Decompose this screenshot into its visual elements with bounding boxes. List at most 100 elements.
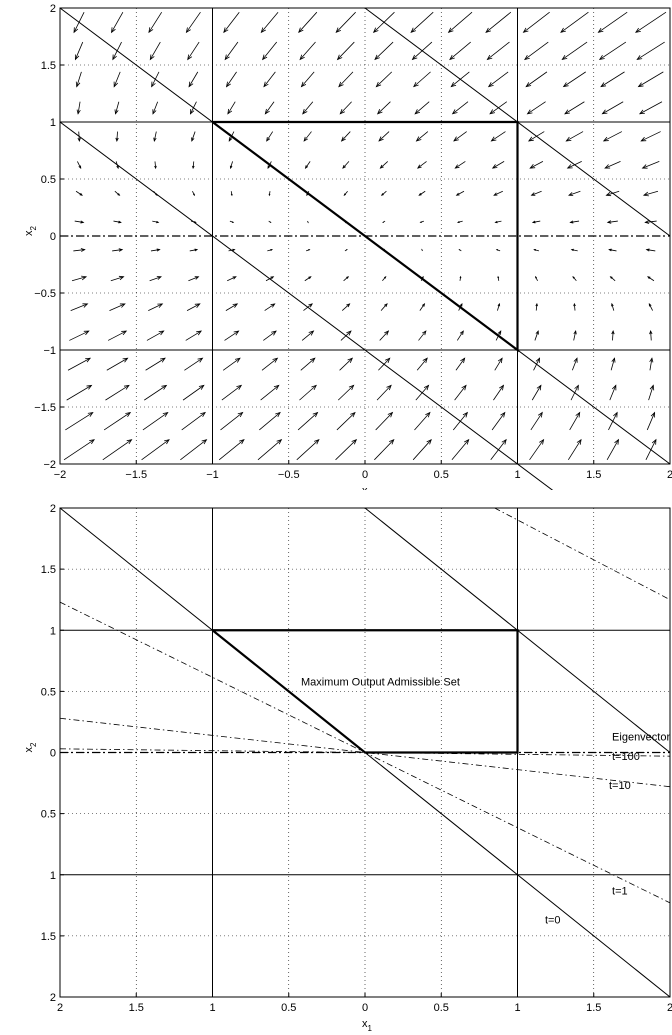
field-arrow — [611, 330, 615, 341]
field-arrow — [107, 330, 128, 341]
field-arrow — [609, 276, 616, 282]
x-tick-label: 0.5 — [434, 469, 449, 481]
field-arrow — [264, 101, 275, 115]
field-arrow — [458, 249, 462, 252]
field-arrow — [302, 101, 314, 115]
field-arrow — [533, 248, 540, 252]
field-arrow — [379, 161, 389, 169]
field-arrow — [339, 101, 352, 115]
field-arrow — [568, 190, 581, 196]
phase-portrait-chart: −2 −1.5 −1 −0.5 0 0.5 1 1.5 2 −2 −1.5 −1 −0.5 0 0.5 1 1.… — [23, 3, 672, 490]
y-axis-label-main: x — [23, 230, 35, 236]
x-tick-label: −2 — [54, 469, 67, 481]
field-arrow — [600, 71, 625, 88]
field-arrow — [336, 411, 356, 431]
field-arrow — [268, 220, 272, 223]
field-arrow — [296, 439, 320, 461]
field-arrow — [304, 276, 312, 282]
field-arrow — [598, 41, 627, 61]
field-arrow — [113, 220, 122, 224]
field-arrow — [611, 302, 615, 311]
x-tick-label: 0.5 — [281, 1002, 296, 1014]
field-arrow — [106, 357, 129, 371]
x-tick-label: 1 — [209, 1002, 215, 1014]
field-arrow — [303, 131, 312, 142]
field-arrow — [573, 330, 577, 341]
field-arrow — [77, 161, 82, 170]
field-arrow — [418, 330, 427, 341]
field-arrow — [115, 131, 119, 142]
field-arrow — [148, 303, 164, 311]
t10-label: t=10 — [609, 780, 631, 792]
field-arrow — [495, 249, 501, 252]
y-axis-label-sub: 2 — [29, 742, 38, 747]
x-tick-label: 0 — [362, 1002, 368, 1014]
field-arrow — [602, 131, 623, 142]
x-axis-label-main: x — [362, 1018, 368, 1030]
field-arrow — [416, 357, 428, 371]
x-tick-label: 1 — [514, 1002, 520, 1014]
field-arrow — [490, 131, 506, 142]
field-arrow — [340, 131, 351, 142]
field-arrow — [73, 248, 86, 252]
field-arrow — [636, 41, 665, 61]
field-arrow — [224, 330, 240, 341]
field-arrow — [227, 276, 237, 282]
field-arrow — [148, 11, 163, 34]
field-arrow — [103, 411, 132, 431]
x-axis-label: x1 — [362, 485, 373, 490]
field-arrow — [186, 303, 201, 311]
field-arrow — [454, 384, 467, 401]
field-arrow — [378, 131, 390, 142]
field-arrow — [454, 161, 466, 169]
field-arrow — [299, 41, 316, 61]
field-arrow — [570, 248, 578, 252]
t100-label: t=100 — [612, 751, 640, 763]
field-arrow — [114, 101, 120, 115]
y-tick-label: 0 — [50, 748, 56, 760]
y-tick-label: 2 — [50, 3, 56, 15]
field-arrow — [150, 248, 161, 252]
x-tick-label: 1.5 — [586, 1002, 601, 1014]
field-arrow — [67, 357, 92, 371]
field-arrow — [264, 303, 276, 311]
y-tick-label: 2 — [50, 503, 56, 515]
field-arrow — [606, 220, 618, 224]
field-arrow — [185, 330, 203, 341]
field-arrow — [562, 71, 586, 88]
field-arrow — [447, 11, 473, 33]
tick-labels: −2 −1.5 −1 −0.5 0 0.5 1 1.5 2 −2 −1.5 −1 −0.5 0 0.5 1 1.… — [34, 3, 672, 481]
field-arrow — [300, 71, 315, 88]
field-arrow — [379, 330, 390, 341]
field-arrow — [152, 220, 160, 224]
y-axis-label: x2 — [23, 742, 38, 753]
field-arrow — [635, 11, 667, 33]
field-arrow — [220, 411, 244, 431]
field-arrow — [573, 302, 576, 311]
field-arrow — [497, 275, 500, 281]
field-arrow — [413, 71, 431, 88]
y-axis-label: x2 — [23, 226, 38, 237]
field-arrow — [382, 275, 387, 282]
field-arrow — [649, 330, 653, 341]
field-arrow — [646, 411, 656, 431]
field-arrow — [149, 41, 161, 61]
field-arrow — [343, 190, 348, 197]
x-tick-label: −1 — [206, 469, 219, 481]
y-tick-label: 0.5 — [41, 686, 56, 698]
y-tick-label: −0.5 — [34, 288, 56, 300]
field-arrow — [375, 71, 393, 88]
x-tick-label: 2 — [57, 1002, 63, 1014]
field-arrow — [455, 190, 465, 196]
field-arrow — [297, 411, 319, 431]
field-arrow — [102, 439, 133, 461]
field-arrow — [410, 11, 434, 33]
field-arrow — [114, 190, 121, 196]
field-arrow — [185, 11, 201, 34]
x-tick-label: 2 — [667, 1002, 672, 1014]
field-arrow — [641, 161, 660, 169]
y-tick-label: 1.5 — [41, 60, 56, 72]
field-arrow — [304, 161, 311, 169]
admissible-set-boundary — [211, 629, 519, 754]
